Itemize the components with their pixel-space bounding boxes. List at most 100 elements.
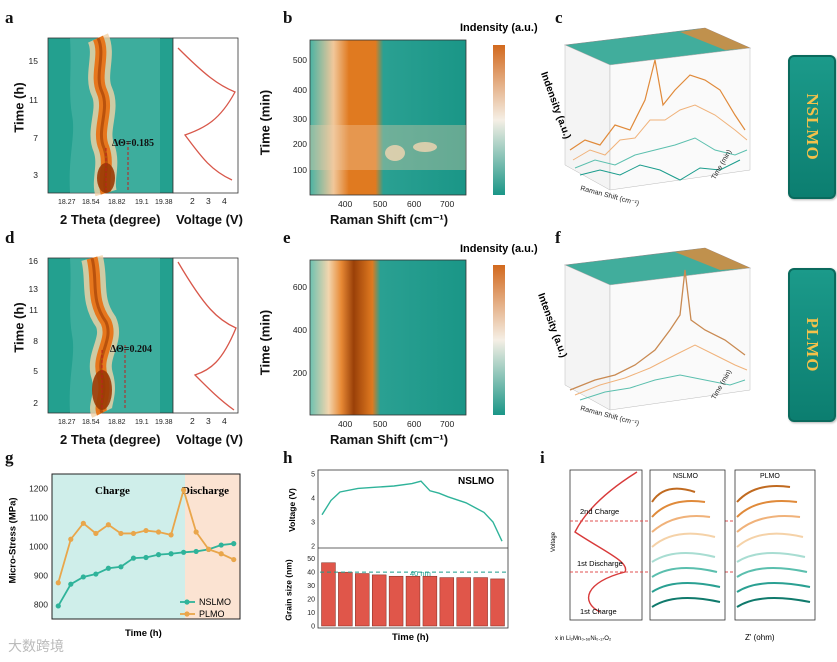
data-point-plmo: [155, 529, 162, 535]
a-ytick-15: 15: [29, 56, 39, 66]
h-grain-ylabel: Grain size (nm): [283, 559, 294, 621]
e-ytick: 400: [293, 325, 307, 335]
discharge-label: Discharge: [182, 485, 229, 497]
e-xtick: 700: [440, 419, 454, 429]
panel-label-h: h: [283, 448, 293, 467]
g-ytick: 1100: [30, 513, 49, 523]
d-vtick: 3: [206, 416, 211, 426]
d-ytick: 16: [29, 256, 39, 266]
data-point-nslmo: [93, 571, 99, 577]
data-point-nslmo: [80, 574, 86, 580]
data-point-plmo: [218, 551, 224, 557]
panel-label-i: i: [540, 448, 545, 467]
a-vtick: 4: [222, 196, 227, 206]
micro-stress-chart: Charge Discharge 800 900 1000 1100 1200 NSLM…: [29, 473, 241, 620]
b-ytick: 300: [293, 114, 307, 124]
b-ytick: 100: [293, 165, 307, 175]
charge-region: [52, 474, 185, 619]
e-xtick: 400: [338, 419, 352, 429]
data-point-plmo: [55, 580, 61, 586]
grain-bar: [355, 573, 370, 627]
data-point-plmo: [181, 487, 187, 493]
data-point-nslmo: [218, 542, 224, 548]
data-point-nslmo: [130, 555, 137, 561]
d-vtick: 4: [222, 416, 227, 426]
grain-bar: [321, 562, 336, 627]
watermark: 大数跨境: [8, 639, 64, 655]
b-xtick: 500: [373, 199, 387, 209]
grain-bar: [473, 577, 488, 627]
grain-size-chart: NSLMO 2 3 4 5 0 10 20 30 40 50 40 nm: [307, 469, 509, 631]
legend-label-plmo: PLMO: [199, 609, 225, 619]
d-ytick: 8: [33, 336, 38, 346]
legend-label-nslmo: NSLMO: [199, 597, 231, 607]
raman-heatmap-b: [309, 39, 467, 196]
data-point-plmo: [193, 529, 199, 535]
grain-40nm-label: 40 nm: [410, 569, 431, 578]
g-ytick: 800: [34, 600, 48, 610]
panel-b-figure: 500 400 300 200 100 400 500 600 700: [293, 39, 505, 209]
b-xtick: 400: [338, 199, 352, 209]
a-vtick: 3: [206, 196, 211, 206]
data-point-plmo: [206, 546, 212, 552]
a-ylabel: Time (h): [11, 82, 27, 133]
data-point-nslmo: [193, 548, 199, 555]
data-point-nslmo: [231, 541, 237, 547]
h-voltage-ytick: 3: [311, 520, 315, 527]
data-point-plmo: [105, 522, 111, 528]
panel-label-b: b: [283, 8, 293, 27]
g-ytick: 1200: [29, 484, 48, 494]
d-ytick: 13: [29, 284, 39, 294]
data-point-plmo: [93, 530, 99, 537]
data-point-plmo: [231, 556, 237, 563]
panel-label-f: f: [555, 228, 561, 247]
i-2nd-charge: 2nd Charge: [580, 507, 619, 516]
i-1st-charge: 1st Charge: [580, 607, 617, 616]
panel-f-figure: Raman Shift (cm⁻¹) Time (min): [563, 247, 752, 428]
badge-nslmo-text: NSLMO: [803, 93, 822, 161]
h-voltage-ytick: 5: [311, 472, 315, 479]
d-vtick: 2: [190, 416, 195, 426]
d-xtick: 19.1: [135, 419, 149, 426]
h-grain-ytick: 30: [307, 583, 315, 590]
charge-label: Charge: [95, 485, 130, 497]
panel-d-figure: 16 13 11 8 5 2 18.27 18.54 18.82 19.1 19…: [29, 255, 239, 426]
d-xtick: 18.82: [108, 419, 126, 426]
data-point-plmo: [68, 536, 74, 542]
voltage-box-a: [172, 37, 239, 194]
e-ylabel: Time (min): [257, 309, 273, 376]
d-xtick: 18.27: [58, 419, 76, 426]
e-xtick: 600: [407, 419, 421, 429]
grain-bar: [371, 574, 387, 627]
grain-bar: [456, 577, 471, 627]
b-ytick: 200: [293, 139, 307, 149]
panel-e-figure: 600 400 200 400 500 600 700: [293, 259, 505, 429]
b-ylabel: Time (min): [257, 89, 273, 156]
a-vlabel: Voltage (V): [176, 212, 243, 227]
h-voltage-ytick: 2: [311, 544, 315, 551]
grain-bar: [405, 575, 421, 627]
i-nslmo-title: NSLMO: [673, 473, 698, 480]
h-sample-label: NSLMO: [458, 476, 494, 487]
i-1st-discharge: 1st Discharge: [577, 559, 623, 568]
delta-theta-a: ΔΘ=0.185: [112, 138, 154, 149]
a-ytick-11: 11: [29, 95, 38, 105]
g-ytick: 900: [34, 571, 48, 581]
data-point-plmo: [143, 527, 149, 534]
badge-plmo: PLMO: [788, 268, 836, 422]
b-ytick: 500: [293, 55, 307, 65]
panel-label-g: g: [5, 448, 14, 467]
data-point-plmo: [168, 532, 174, 538]
data-point-plmo: [130, 530, 137, 537]
h-voltage-ylabel: Voltage (V): [286, 488, 297, 532]
data-point-nslmo: [143, 554, 149, 561]
e-ytick: 200: [293, 368, 307, 378]
d-xtick: 18.54: [82, 419, 100, 426]
data-point-plmo: [80, 520, 86, 526]
voltage-curve: [321, 480, 503, 542]
g-ylabel: Micro-Stress (MPa): [7, 497, 19, 584]
data-point-nslmo: [105, 565, 111, 571]
h-grain-ytick: 10: [307, 610, 315, 617]
grain-bar: [338, 571, 353, 627]
h-xlabel: Time (h): [392, 632, 429, 643]
